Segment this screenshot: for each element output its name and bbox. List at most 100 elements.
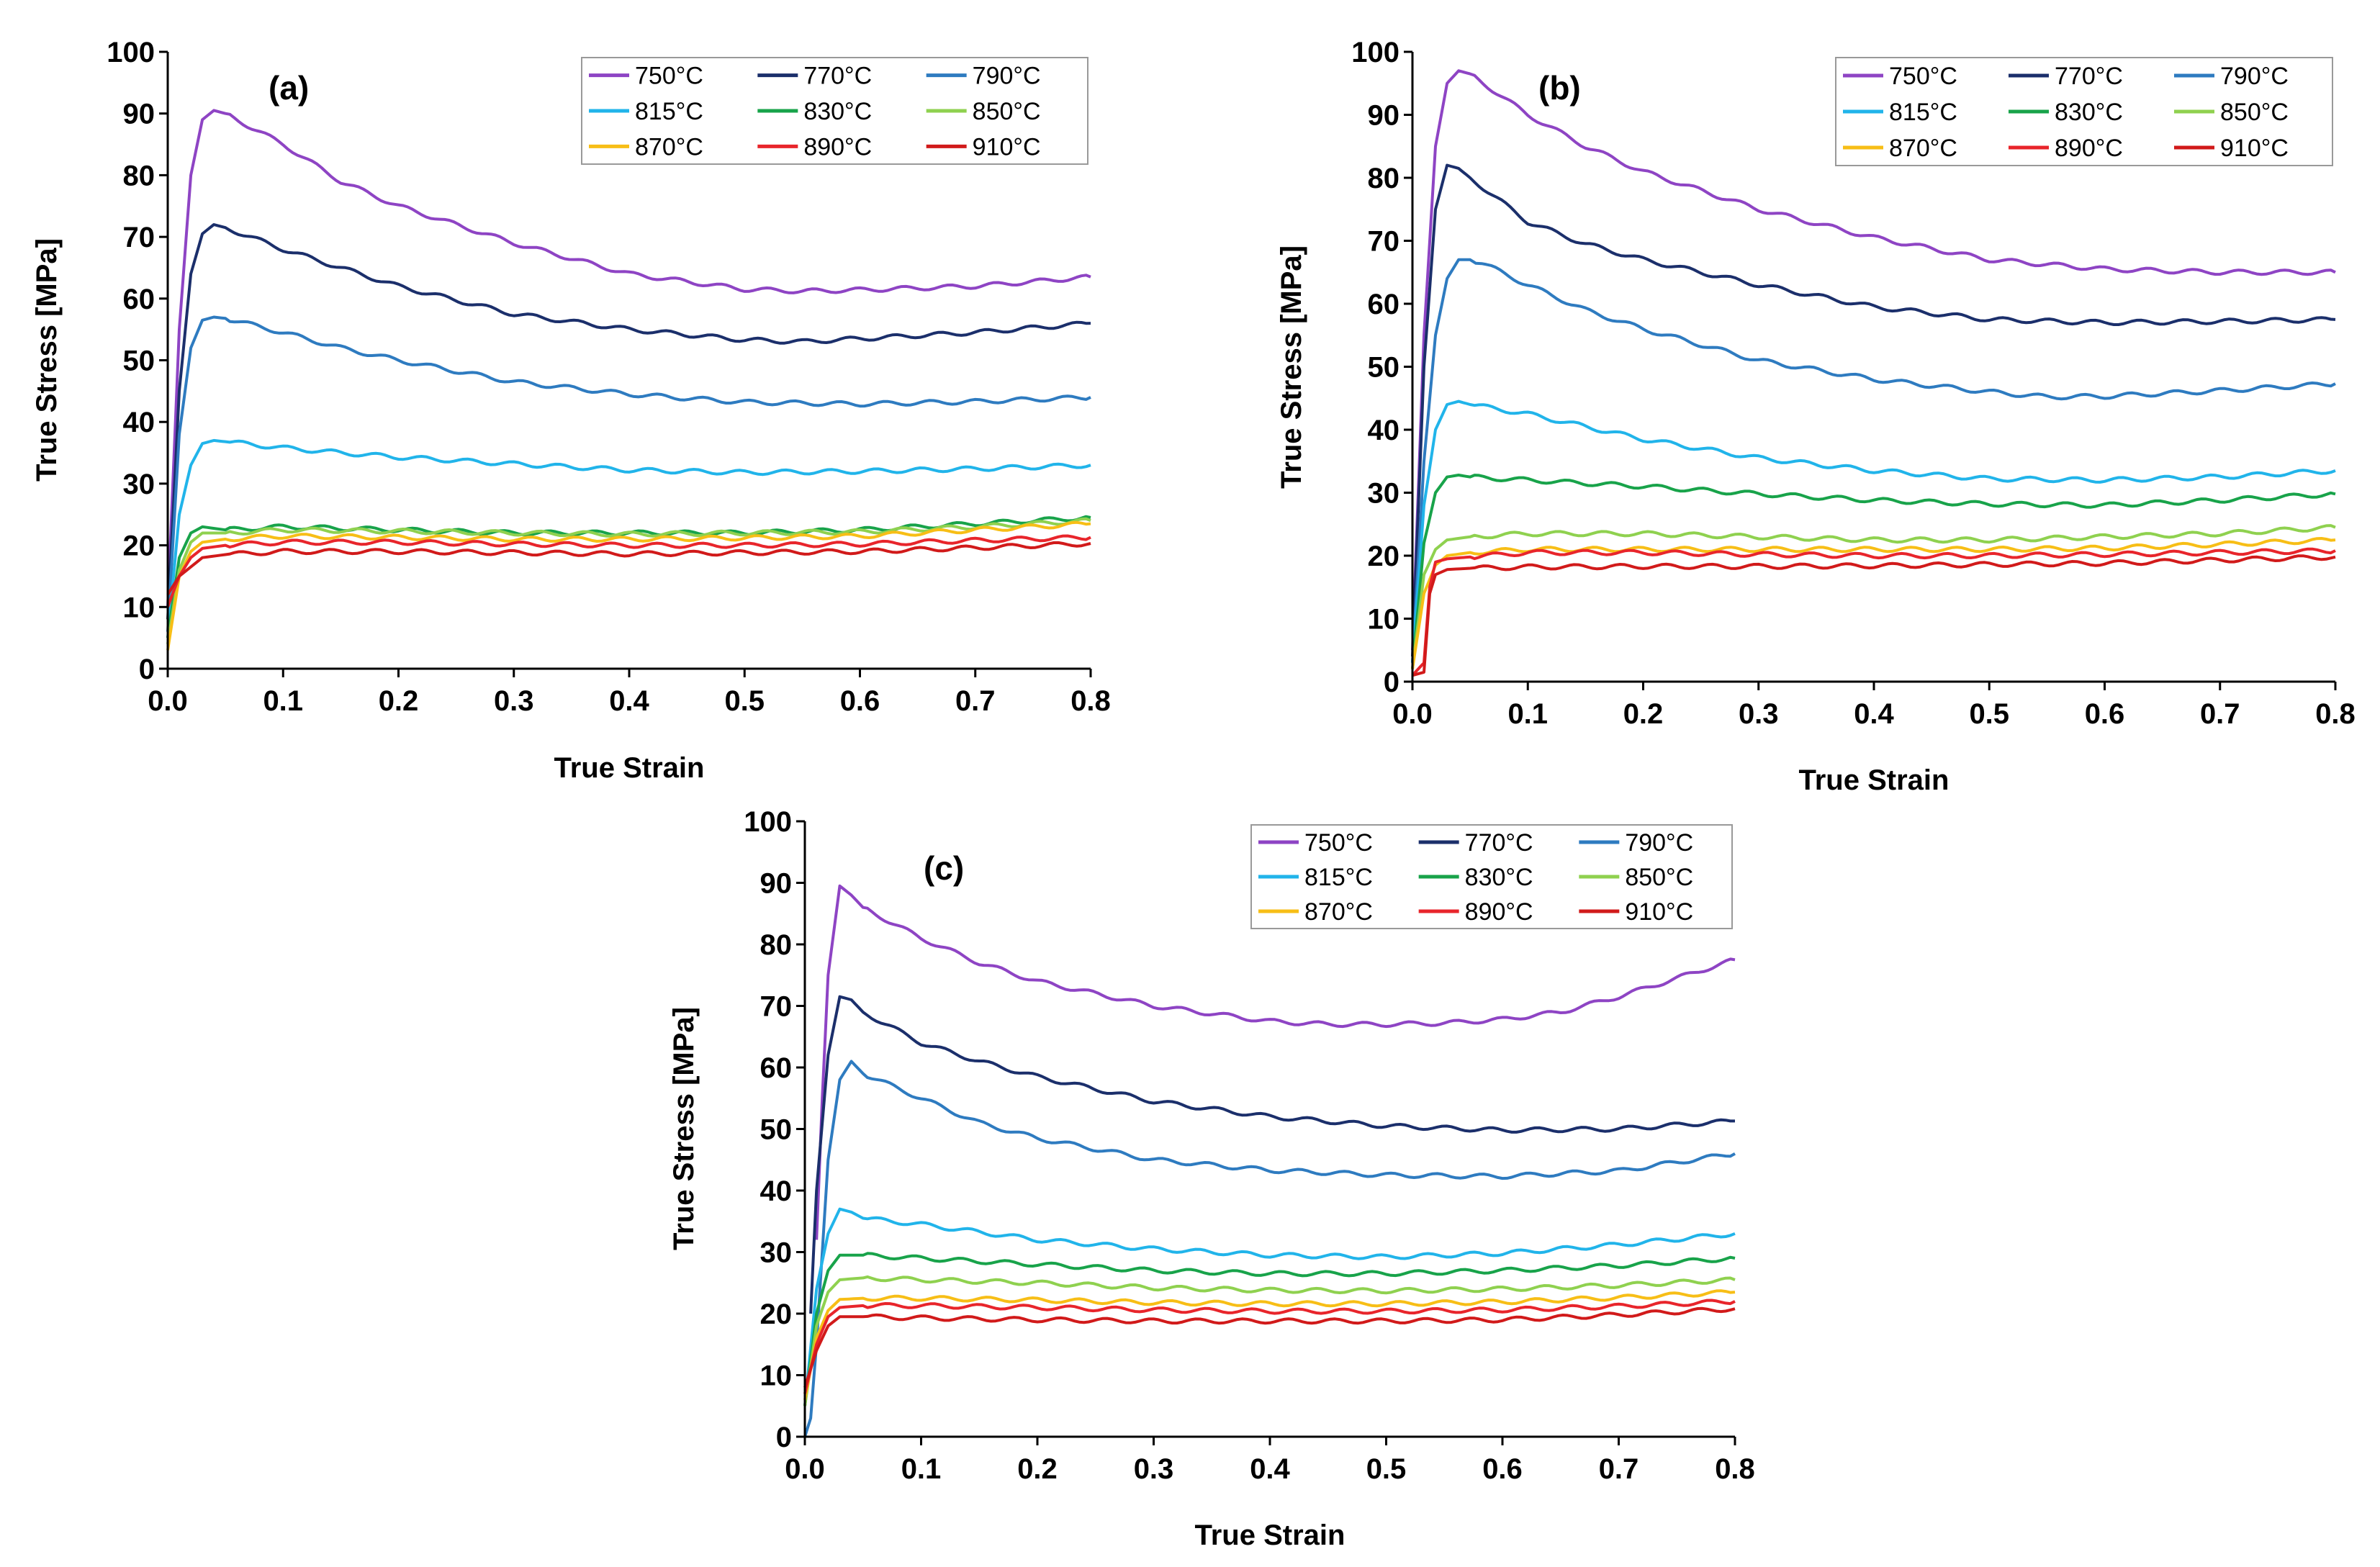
x-tick-label: 0.8	[2315, 698, 2356, 730]
y-tick-label: 70	[123, 222, 155, 253]
x-tick-label: 0.7	[2200, 698, 2240, 730]
x-tick-label: 0.0	[1392, 698, 1433, 730]
panel-label-b: (b)	[1538, 69, 1581, 107]
series-group-a	[166, 109, 1091, 651]
y-tick-label: 20	[760, 1299, 793, 1330]
x-tick-label: 0.2	[1017, 1453, 1058, 1485]
series-line-910	[803, 1306, 1736, 1388]
legend-label-770: 770°C	[2055, 63, 2123, 90]
series-line-890	[1411, 547, 2336, 677]
legend-label-890: 890°C	[1465, 898, 1533, 926]
x-tick-label: 0.0	[785, 1453, 825, 1485]
y-axis-title-a: True Stress [MPa]	[31, 238, 63, 482]
series-line-850	[1411, 524, 2336, 669]
legend-box	[1835, 57, 2333, 166]
series-line-750	[815, 884, 1736, 1240]
series-line-850	[803, 1275, 1736, 1406]
series-line-790	[803, 1060, 1736, 1437]
y-tick-label: 30	[1368, 478, 1400, 510]
series-line-815	[803, 1207, 1736, 1406]
x-axis-title-a: True Strain	[554, 752, 705, 784]
legend-label-790: 790°C	[973, 63, 1041, 90]
y-tick-label: 10	[760, 1360, 793, 1392]
legend-label-910: 910°C	[2220, 135, 2289, 162]
y-axis-title-b: True Stress [MPa]	[1276, 245, 1307, 489]
legend-box	[1250, 824, 1733, 929]
legend-label-770: 770°C	[1465, 829, 1533, 857]
x-tick-label: 0.5	[1366, 1453, 1407, 1485]
series-line-770	[809, 995, 1735, 1314]
y-tick-label: 50	[760, 1114, 793, 1146]
series-line-750	[166, 109, 1091, 608]
legend-label-870: 870°C	[1304, 898, 1373, 926]
legend-label-870: 870°C	[635, 133, 703, 161]
y-tick-label: 70	[760, 991, 793, 1023]
x-tick-label: 0.5	[724, 685, 765, 717]
legend-label-830: 830°C	[2055, 99, 2123, 126]
x-tick-label: 0.3	[1739, 698, 1779, 730]
x-axis-title-c: True Strain	[1195, 1519, 1345, 1551]
series-line-790	[166, 315, 1091, 632]
y-tick-label: 70	[1368, 226, 1400, 258]
x-tick-label: 0.6	[1482, 1453, 1523, 1485]
series-line-910	[166, 541, 1091, 596]
ticks-b: 0 10 20 30 40 50 60 70 80 90 100 0.0 0.1 0.2 0.3 0.4 0.5…	[1351, 37, 2356, 730]
x-tick-label: 0.7	[955, 685, 996, 717]
legend-label-750: 750°C	[1889, 63, 1957, 90]
x-tick-label: 0.1	[901, 1453, 942, 1485]
y-tick-label: 90	[760, 868, 793, 900]
x-tick-label: 0.2	[379, 685, 419, 717]
legend-label-830: 830°C	[1465, 864, 1533, 891]
y-tick-label: 60	[760, 1052, 793, 1084]
x-tick-label: 0.3	[1134, 1453, 1174, 1485]
x-tick-label: 0.7	[1599, 1453, 1639, 1485]
series-line-870	[1411, 537, 2336, 669]
y-tick-label: 40	[1368, 415, 1400, 446]
panel-label-c: (c)	[924, 849, 964, 887]
legend-label-790: 790°C	[2220, 63, 2289, 90]
series-group-b	[1411, 69, 2336, 677]
ticks-c: 0 10 20 30 40 50 60 70 80 90 100 0.0 0.1 0.2 0.3 0.4 0.5…	[744, 806, 1755, 1485]
series-group-c	[803, 884, 1736, 1437]
panel-b: 0 10 20 30 40 50 60 70 80 90 100 0.0 0.1 0.2 0.3 0.4 0.5…	[1276, 37, 2356, 796]
legend-label-770: 770°C	[803, 63, 872, 90]
x-axis-title-b: True Strain	[1799, 764, 1949, 796]
legend-c: 750°C 770°C 790°C 815°C 830°C 850°C 870°C 890°C…	[1250, 824, 1733, 929]
series-line-830	[1411, 474, 2336, 669]
y-tick-label: 90	[1368, 100, 1400, 132]
x-tick-label: 0.8	[1715, 1453, 1755, 1485]
series-line-890	[803, 1299, 1736, 1394]
y-tick-label: 100	[107, 37, 155, 68]
series-line-815	[166, 438, 1091, 638]
legend-label-850: 850°C	[2220, 99, 2289, 126]
legend-label-910: 910°C	[973, 133, 1041, 161]
y-tick-label: 40	[760, 1175, 793, 1207]
x-tick-label: 0.5	[1969, 698, 2009, 730]
series-line-770	[1411, 163, 2336, 657]
legend-label-910: 910°C	[1625, 898, 1693, 926]
y-tick-label: 60	[123, 284, 155, 315]
series-line-870	[166, 520, 1091, 651]
x-tick-label: 0.6	[840, 685, 880, 717]
x-tick-label: 0.4	[1854, 698, 1894, 730]
series-line-770	[166, 223, 1091, 620]
series-line-790	[1411, 258, 2336, 663]
legend-label-870: 870°C	[1889, 135, 1957, 162]
y-tick-label: 50	[123, 346, 155, 377]
legend-label-790: 790°C	[1625, 829, 1693, 857]
x-tick-label: 0.1	[1507, 698, 1548, 730]
y-tick-label: 40	[123, 407, 155, 438]
x-tick-label: 0.4	[1250, 1453, 1290, 1485]
y-tick-label: 80	[123, 160, 155, 191]
y-tick-label: 30	[760, 1237, 793, 1269]
x-tick-label: 0.6	[2085, 698, 2125, 730]
legend-label-830: 830°C	[803, 98, 872, 125]
series-line-870	[803, 1289, 1736, 1401]
legend-label-850: 850°C	[973, 98, 1041, 125]
y-tick-label: 0	[776, 1422, 792, 1453]
y-tick-label: 80	[760, 929, 793, 961]
series-line-750	[1411, 69, 2336, 651]
y-tick-label: 90	[123, 99, 155, 130]
y-tick-label: 60	[1368, 289, 1400, 320]
